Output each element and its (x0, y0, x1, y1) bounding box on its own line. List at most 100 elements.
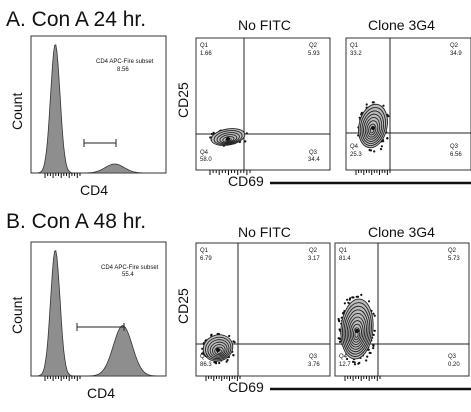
panel-b-plot1-q2: 3.17 (308, 256, 320, 262)
contour-ring (364, 117, 381, 140)
panel-a-plot1-frame (195, 37, 331, 171)
panel-b-plot2-frame (334, 242, 470, 377)
contour-ring (219, 134, 238, 144)
event-dot (338, 340, 342, 343)
event-dot (349, 297, 352, 300)
panel-b-plot1-frame (195, 242, 331, 377)
contour-ring (359, 107, 387, 147)
contour-ring (212, 344, 226, 357)
panel-b-gate-name: CD4 APC-Fire subset (101, 265, 159, 271)
contour-core (371, 126, 375, 130)
panel-a-plot-no-fitc: No FITC Q1 1.66 Q2 5.93 Q4 58.0 Q3 34.4 … (175, 17, 331, 175)
panel-a-plot1-q3: 34.4 (308, 157, 320, 163)
event-dot (337, 317, 340, 321)
event-dot (210, 132, 213, 136)
contour-ring (205, 336, 232, 361)
panel-a-plot2-q1-label: Q1 (350, 43, 359, 49)
panel-b-plot-clone-3g4: Clone 3G4 Q1 81.4 Q2 5.73 Q4 12.7 Q3 0.2… (334, 224, 470, 381)
panel-a-histogram-ticks (44, 173, 81, 178)
panel-b-plot2-ticks (344, 376, 381, 381)
contour-ring (216, 132, 240, 145)
contour-core (355, 329, 359, 333)
event-dot (210, 333, 213, 336)
event-dot (337, 337, 340, 340)
panel-a-plot2-title: Clone 3G4 (368, 17, 435, 33)
panel-a-gate-value: 8.56 (117, 67, 129, 73)
panel-b-plot2-q3: 0.20 (448, 362, 460, 368)
panel-a-ylabel-cd25: CD25 (175, 82, 191, 118)
panel-a-plot1-q1: 1.66 (200, 51, 212, 57)
panel-b-plot2-title: Clone 3G4 (368, 224, 435, 240)
panel-a-xlabel: CD4 (80, 182, 108, 198)
panel-a-ylabel: Count (9, 93, 25, 130)
panel-a-xlabel-cd69: CD69 (228, 173, 264, 189)
panel-a-plot2-population (357, 101, 390, 153)
panel-b-histogram-ticks (44, 376, 81, 381)
panel-b-plot2-q2-label: Q2 (448, 248, 457, 254)
event-dot (355, 295, 358, 298)
contour-ring (361, 110, 385, 144)
event-dot (373, 329, 376, 332)
panel-b-plot2-q4: 12.7 (339, 362, 351, 368)
panel-b-plot-no-fitc: No FITC Q1 6.79 Q2 3.17 Q4 86.3 Q3 3.76 … (175, 224, 331, 381)
panel-a-title: A. Con A 24 hr. (6, 8, 146, 31)
event-dot (212, 131, 215, 134)
contour-ring (366, 120, 379, 138)
panel-b-plot2-q1: 81.4 (339, 256, 351, 262)
event-dot (226, 358, 229, 362)
contour-ring (222, 136, 235, 143)
contour-ring (207, 339, 230, 360)
panel-b-ylabel: Count (9, 297, 25, 334)
event-dot (367, 348, 370, 351)
contour-ring (213, 130, 243, 146)
panel-b-plot1-population (201, 332, 236, 365)
panel-a-plot2-frame (345, 37, 471, 171)
event-dot (358, 361, 361, 364)
event-dot (372, 347, 375, 350)
panel-b-plot1-q4: 86.3 (200, 362, 212, 368)
contour-ring (209, 341, 228, 358)
panel-a-plot1-title: No FITC (238, 17, 291, 33)
panel-b-plot1-q1: 6.79 (200, 256, 212, 262)
contour-ring (368, 123, 377, 136)
panel-b-title: B. Con A 48 hr. (6, 210, 146, 233)
event-dot (215, 362, 218, 365)
panel-a-plot2-ticks (355, 170, 391, 175)
panel-a-plot2-q2: 34.9 (450, 51, 462, 57)
panel-b-plot1-q4-label: Q4 (200, 354, 209, 360)
panel-a-plot2-q4-label: Q4 (350, 144, 359, 150)
panel-a-gate-name: CD4 APC-Fire subset (96, 59, 154, 65)
panel-b-plot1-title: No FITC (238, 224, 291, 240)
panel-b-plot1-ticks (205, 376, 241, 381)
event-dot (346, 357, 349, 361)
event-dot (232, 354, 235, 357)
event-dot (209, 136, 212, 139)
panel-b-xlabel-cd69: CD69 (228, 379, 264, 395)
event-dot (353, 363, 357, 366)
panel-b-plot2-population (337, 293, 376, 366)
panel-b-histogram: CD4 APC-Fire subset 55.4 Count CD4 (9, 241, 167, 401)
event-dot (201, 352, 204, 355)
event-dot (371, 101, 374, 104)
event-dot (353, 361, 356, 364)
panel-a-plot1-ticks (209, 170, 251, 175)
panel-a-plot2-q1: 33.2 (350, 51, 362, 57)
event-dot (225, 360, 228, 363)
panel-a-plot1-population (209, 128, 248, 147)
panel-a-plot-clone-3g4: Clone 3G4 Q1 33.2 Q2 34.9 Q4 25.3 Q3 6.5… (345, 17, 471, 175)
contour-ring (346, 312, 367, 350)
panel-b-xlabel: CD4 (87, 385, 115, 401)
event-dot (228, 334, 231, 338)
panel-a-histogram: CD4 APC-Fire subset 8.56 Count CD4 (9, 35, 167, 198)
event-dot (338, 328, 341, 331)
panel-a-plot1-q2: 5.93 (308, 51, 320, 57)
contour-ring (345, 309, 369, 353)
panel-b-plot1-q3-label: Q3 (309, 354, 318, 360)
event-dot (232, 340, 235, 343)
event-dot (365, 103, 368, 106)
contour-core (226, 137, 230, 141)
event-dot (244, 140, 247, 143)
contour-ring (343, 305, 371, 355)
event-dot (372, 333, 375, 336)
